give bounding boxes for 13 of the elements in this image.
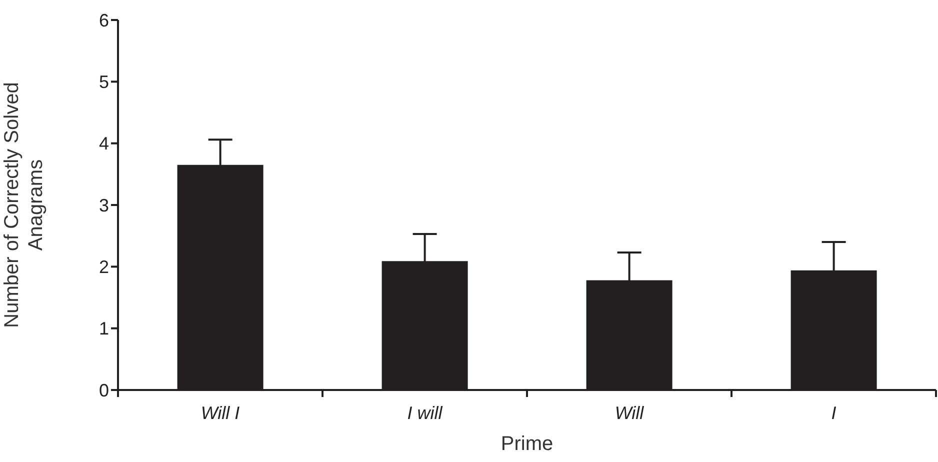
x-axis-title: Prime (500, 433, 554, 455)
y-tick-label: 2 (98, 257, 109, 278)
x-tick-label: I (831, 402, 836, 423)
y-tick-label: 6 (98, 10, 109, 30)
y-axis-title: Number of Correctly Solved Anagrams (1, 82, 47, 328)
y-tick-label: 0 (98, 380, 109, 400)
y-tick-label: 3 (98, 195, 109, 216)
y-tick-label: 5 (98, 72, 109, 92)
x-tick-label: Will I (200, 402, 240, 423)
x-tick-label: I will (407, 402, 444, 423)
y-tick-label: 4 (98, 134, 109, 154)
x-tick-label: Will (614, 402, 645, 423)
y-tick-label: 1 (98, 318, 109, 339)
